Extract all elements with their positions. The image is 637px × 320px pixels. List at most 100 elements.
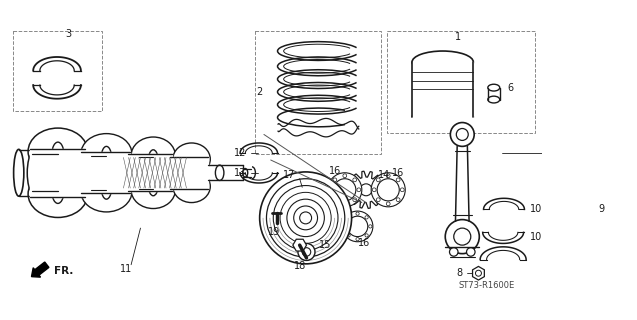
Circle shape	[342, 211, 373, 242]
Circle shape	[329, 188, 333, 192]
Circle shape	[371, 173, 405, 207]
Text: 14: 14	[378, 170, 390, 180]
Text: ST73-R1600E: ST73-R1600E	[459, 282, 515, 291]
Circle shape	[287, 199, 324, 236]
Ellipse shape	[488, 96, 500, 103]
Text: 17: 17	[283, 170, 296, 180]
Circle shape	[376, 178, 380, 182]
Ellipse shape	[52, 142, 64, 166]
Circle shape	[343, 225, 347, 228]
Text: 6: 6	[508, 83, 514, 92]
Circle shape	[450, 123, 474, 146]
Ellipse shape	[27, 154, 38, 191]
Circle shape	[445, 220, 479, 254]
Text: 16: 16	[392, 168, 404, 178]
Text: 3: 3	[65, 29, 71, 39]
Circle shape	[475, 270, 482, 276]
Circle shape	[386, 174, 390, 178]
Circle shape	[454, 228, 471, 245]
Ellipse shape	[173, 143, 210, 175]
Circle shape	[353, 178, 357, 182]
Circle shape	[333, 178, 337, 182]
Ellipse shape	[28, 128, 88, 175]
Ellipse shape	[243, 169, 248, 177]
Bar	[30, 149, 85, 196]
Circle shape	[302, 248, 311, 256]
Polygon shape	[347, 171, 385, 208]
Ellipse shape	[488, 84, 500, 91]
Circle shape	[356, 212, 359, 215]
Circle shape	[360, 184, 372, 196]
Ellipse shape	[215, 165, 224, 180]
FancyArrow shape	[31, 262, 49, 277]
Ellipse shape	[28, 171, 88, 218]
Circle shape	[298, 244, 315, 260]
Text: 8: 8	[457, 268, 463, 278]
Ellipse shape	[148, 177, 158, 196]
Circle shape	[328, 173, 362, 207]
Bar	[13, 31, 102, 111]
Circle shape	[365, 234, 368, 237]
Circle shape	[396, 178, 400, 182]
Circle shape	[466, 248, 475, 256]
Bar	[127, 154, 172, 191]
Circle shape	[396, 198, 400, 202]
Ellipse shape	[412, 51, 473, 73]
Text: 2: 2	[257, 87, 263, 97]
Circle shape	[333, 198, 337, 202]
Circle shape	[369, 225, 372, 228]
Circle shape	[280, 192, 331, 244]
Circle shape	[347, 234, 350, 237]
Circle shape	[365, 216, 368, 219]
Circle shape	[334, 179, 356, 201]
Circle shape	[376, 198, 380, 202]
Circle shape	[294, 206, 318, 230]
Ellipse shape	[101, 177, 111, 199]
Ellipse shape	[178, 158, 187, 187]
Ellipse shape	[13, 149, 24, 196]
Ellipse shape	[101, 146, 111, 169]
Text: 12: 12	[234, 148, 247, 158]
Text: 10: 10	[530, 232, 543, 242]
Ellipse shape	[173, 170, 210, 203]
Polygon shape	[412, 62, 473, 117]
Text: 13: 13	[234, 168, 246, 178]
Circle shape	[343, 202, 347, 206]
Circle shape	[386, 202, 390, 206]
Bar	[81, 152, 130, 193]
Circle shape	[324, 220, 337, 233]
Text: 19: 19	[268, 227, 280, 236]
Circle shape	[347, 216, 350, 219]
Ellipse shape	[434, 103, 451, 110]
Text: 11: 11	[120, 264, 132, 274]
Ellipse shape	[148, 150, 158, 169]
Text: 10: 10	[530, 204, 543, 214]
Circle shape	[372, 188, 376, 192]
Circle shape	[353, 198, 357, 202]
Text: 16: 16	[329, 166, 341, 176]
Text: 1: 1	[455, 32, 461, 42]
Bar	[255, 31, 382, 154]
Circle shape	[266, 179, 345, 257]
Bar	[387, 31, 536, 133]
Circle shape	[450, 248, 458, 256]
Text: 15: 15	[319, 240, 331, 250]
Circle shape	[260, 172, 352, 264]
Circle shape	[356, 237, 359, 241]
Polygon shape	[293, 239, 306, 251]
Circle shape	[273, 186, 338, 250]
Ellipse shape	[81, 171, 132, 212]
Circle shape	[377, 179, 399, 201]
Circle shape	[343, 174, 347, 178]
Ellipse shape	[52, 180, 64, 204]
Ellipse shape	[87, 156, 96, 190]
Bar	[170, 156, 208, 189]
Ellipse shape	[131, 137, 175, 174]
Ellipse shape	[81, 134, 132, 174]
Polygon shape	[310, 206, 351, 247]
Circle shape	[456, 129, 468, 140]
Ellipse shape	[134, 156, 143, 189]
Circle shape	[347, 216, 368, 236]
Ellipse shape	[131, 171, 175, 209]
Circle shape	[357, 188, 361, 192]
